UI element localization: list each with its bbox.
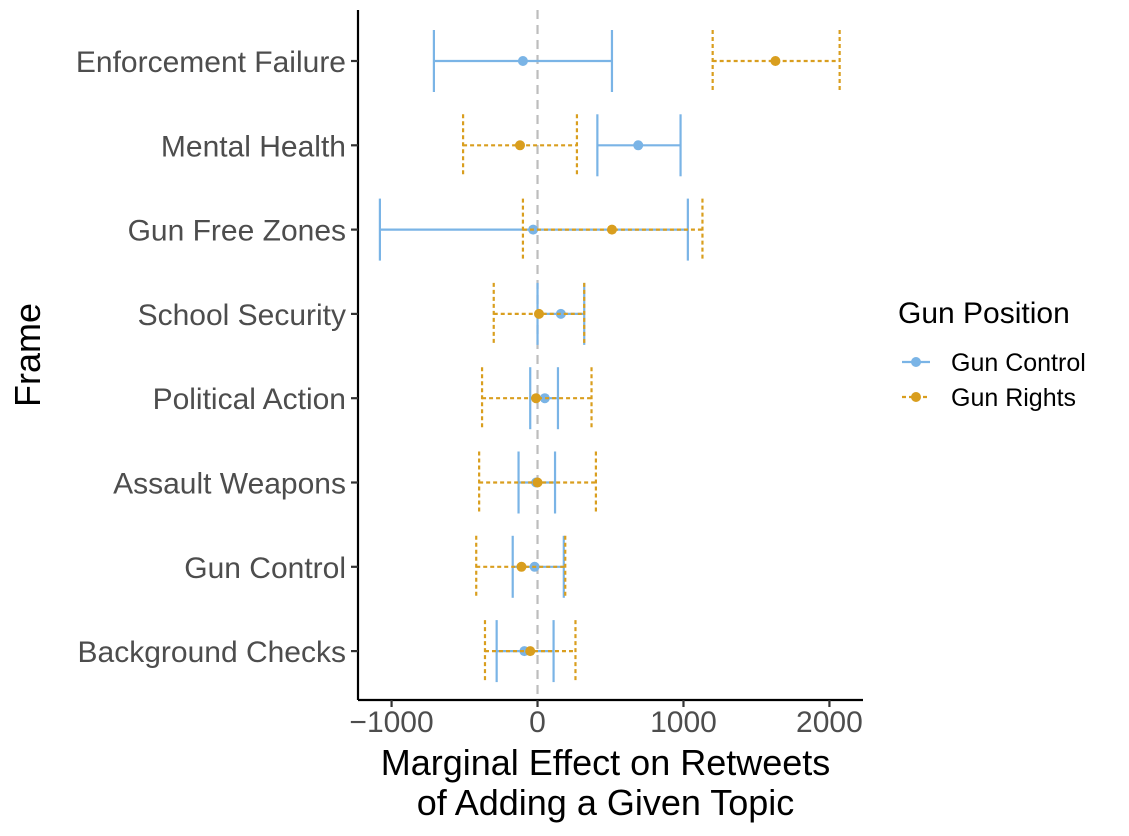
y-tick-label-enforcement-failure: Enforcement Failure xyxy=(76,46,346,79)
legend: Gun Position Gun Control Gun Rights xyxy=(898,297,1086,412)
point-gun-rights-political-action xyxy=(531,393,542,404)
x-axis-title-line2: of Adding a Given Topic xyxy=(417,782,795,823)
y-axis-title: Frame xyxy=(7,303,48,407)
point-gun-control-political-action xyxy=(539,393,550,404)
y-tick-label-background-checks: Background Checks xyxy=(78,636,346,669)
legend-label-gun-rights: Gun Rights xyxy=(951,384,1076,412)
point-gun-control-school-security xyxy=(555,308,566,319)
legend-key-point-gun-rights xyxy=(911,392,921,402)
y-tick-label-school-security: School Security xyxy=(138,299,346,332)
y-tick-label-assault-weapons: Assault Weapons xyxy=(113,468,346,501)
x-axis-title-line1: Marginal Effect on Retweets xyxy=(381,742,831,783)
point-gun-rights-mental-health xyxy=(515,140,526,151)
point-gun-rights-assault-weapons xyxy=(532,477,543,488)
legend-title: Gun Position xyxy=(898,297,1070,330)
point-gun-rights-gun-control xyxy=(516,561,527,572)
x-tick-label-0: −1000 xyxy=(349,706,433,739)
legend-label-gun-control: Gun Control xyxy=(951,349,1086,377)
point-gun-control-mental-health xyxy=(633,140,644,151)
y-tick-label-gun-control: Gun Control xyxy=(184,552,346,585)
x-tick-label-3: 2000 xyxy=(796,706,863,739)
series-gun-control xyxy=(378,30,689,683)
y-tick-label-political-action: Political Action xyxy=(153,383,346,416)
point-gun-rights-school-security xyxy=(533,308,544,319)
point-gun-rights-gun-free-zones xyxy=(606,224,617,235)
x-tick-label-2: 1000 xyxy=(650,706,717,739)
y-tick-label-gun-free-zones: Gun Free Zones xyxy=(128,215,346,248)
point-gun-rights-background-checks xyxy=(525,646,536,657)
point-gun-rights-enforcement-failure xyxy=(770,56,781,66)
axes: Enforcement Failure Mental Health Gun Free… xyxy=(7,10,863,823)
x-tick-label-1: 0 xyxy=(529,706,546,739)
plot-area xyxy=(378,10,841,700)
point-gun-control-enforcement-failure xyxy=(517,56,528,66)
series-gun-rights xyxy=(461,30,841,683)
y-tick-label-mental-health: Mental Health xyxy=(161,130,346,163)
legend-key-point-gun-control xyxy=(911,357,921,367)
